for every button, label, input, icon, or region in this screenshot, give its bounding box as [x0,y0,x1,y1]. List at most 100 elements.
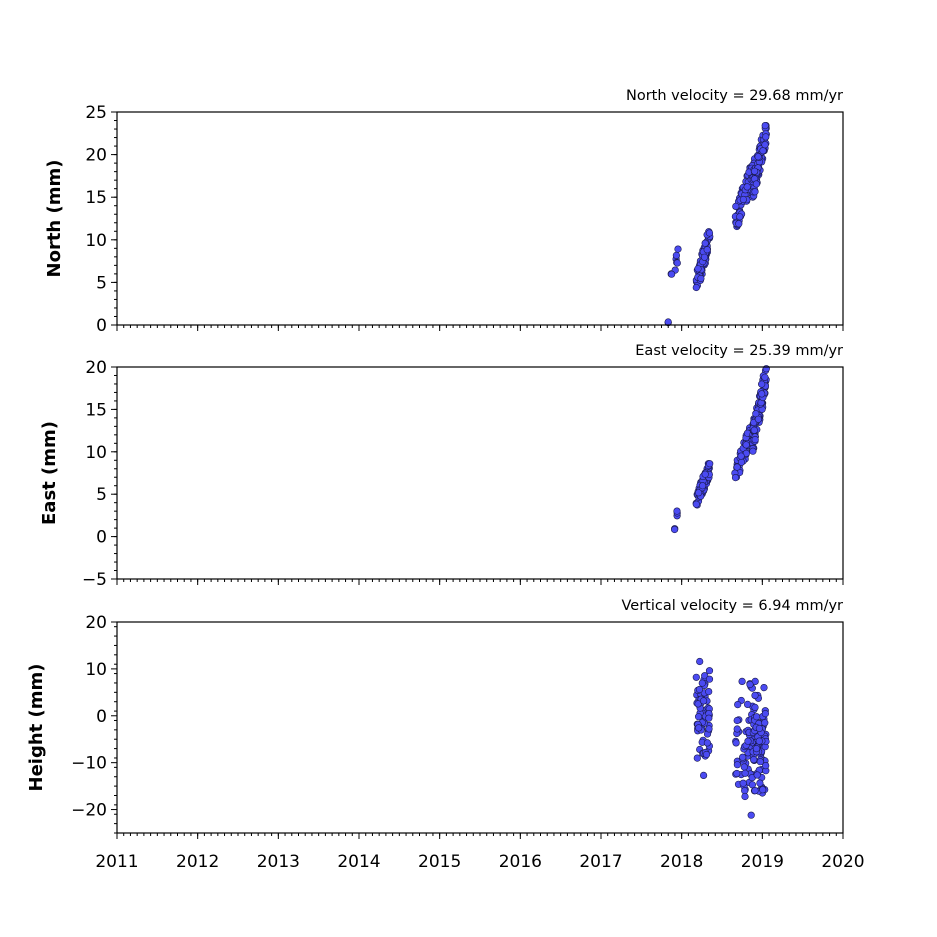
height-ytick-label: 10 [85,660,107,680]
height-data-point [759,786,767,794]
east-ytick-label: 5 [96,485,107,505]
east-data-point [698,482,707,490]
height-data-point [701,672,709,680]
north-data-point [759,147,767,155]
height-xtick-label: 2016 [499,852,542,872]
east-velocity-title: East velocity = 25.39 mm/yr [635,343,843,359]
height-data-point [755,737,763,745]
north-data-point [750,167,759,175]
east-ticks: −5 0 5 10 15 20 [82,358,844,590]
north-data-point [694,265,702,273]
north-data-point [732,202,740,210]
height-ytick-label: −10 [71,754,107,774]
north-points [664,121,770,327]
north-data-point [701,239,709,247]
height-data-point [738,677,746,686]
height-data-point [747,811,755,819]
height-data-point [739,753,747,761]
east-ytick-label: 20 [85,358,107,378]
north-data-point [667,270,676,278]
north-data-point [674,245,682,253]
north-data-point [673,259,681,267]
north-velocity-title: North velocity = 29.68 mm/yr [626,88,843,104]
height-xtick-label: 2013 [257,852,300,872]
height-data-point [751,691,759,700]
north-data-point [739,195,748,204]
north-ytick-label: 20 [85,146,107,166]
height-data-point [695,685,704,694]
east-axes-frame [116,366,844,580]
east-ytick-label: 10 [85,443,107,463]
height-data-point [752,713,761,721]
east-points [670,365,770,534]
east-data-point [749,447,757,455]
height-xtick-label: 2019 [741,852,784,872]
height-data-point [751,786,759,795]
east-data-point [692,500,700,508]
east-data-point [742,441,750,449]
north-data-point [692,283,700,292]
height-data-point [694,713,703,721]
north-data-point [697,274,705,283]
east-ytick-label: −5 [82,570,107,590]
east-data-point [733,463,741,471]
height-data-point [733,761,742,769]
height-xtick-label: 2018 [660,852,703,872]
height-data-point [755,724,764,733]
height-xtick-label: 2015 [418,852,461,872]
east-data-point [673,507,681,515]
height-ytick-label: −20 [71,801,107,821]
north-data-point [736,213,744,221]
east-data-point [706,460,714,468]
height-data-point [698,679,706,687]
height-data-point [705,714,713,722]
height-data-point [756,779,764,787]
north-panel: North velocity = 29.68 mm/yr North (mm) … [44,88,844,336]
height-xtick-label: 2017 [579,852,622,872]
height-data-point [739,779,747,787]
height-data-point [750,755,758,764]
height-data-point [746,680,754,689]
north-data-point [735,220,743,228]
height-data-point [734,700,742,709]
north-ytick-label: 0 [96,316,107,336]
height-y-axis-label: Height (mm) [26,664,47,792]
north-data-point [703,246,711,254]
height-ticks: −20 −10 0 10 20 2011 2012 2013 2014 2015 2016 2017 2… [71,613,865,872]
north-ticks: 0 5 10 15 20 25 [85,103,844,336]
north-data-point [754,153,762,161]
north-ytick-label: 25 [85,103,107,123]
height-data-point [752,744,761,753]
height-data-point [741,769,749,777]
height-data-point [743,700,752,709]
east-data-point [761,373,769,381]
east-data-point [751,436,759,444]
height-data-point [705,667,714,675]
height-data-point [705,725,713,733]
east-data-point [750,426,758,434]
north-data-point [672,251,681,259]
east-data-point [758,390,766,398]
east-data-point [758,380,766,388]
height-xtick-label: 2014 [337,852,380,872]
height-data-point [751,677,759,686]
height-data-point [753,771,761,779]
height-data-point [733,716,741,725]
height-data-point [741,792,749,801]
height-data-point [705,675,714,683]
east-data-point [731,474,740,482]
height-data-point [740,763,748,771]
north-y-axis-label: North (mm) [44,160,65,278]
north-ytick-label: 5 [96,273,107,293]
height-data-point [761,719,769,727]
north-data-point [743,183,751,191]
height-data-point [702,750,711,759]
north-data-point [761,121,769,130]
vertical-velocity-title: Vertical velocity = 6.94 mm/yr [622,598,844,614]
north-data-point [762,133,770,141]
height-data-point [692,673,700,681]
north-axes-frame [116,111,844,326]
east-y-axis-label: East (mm) [39,421,60,525]
height-data-point [761,709,770,718]
